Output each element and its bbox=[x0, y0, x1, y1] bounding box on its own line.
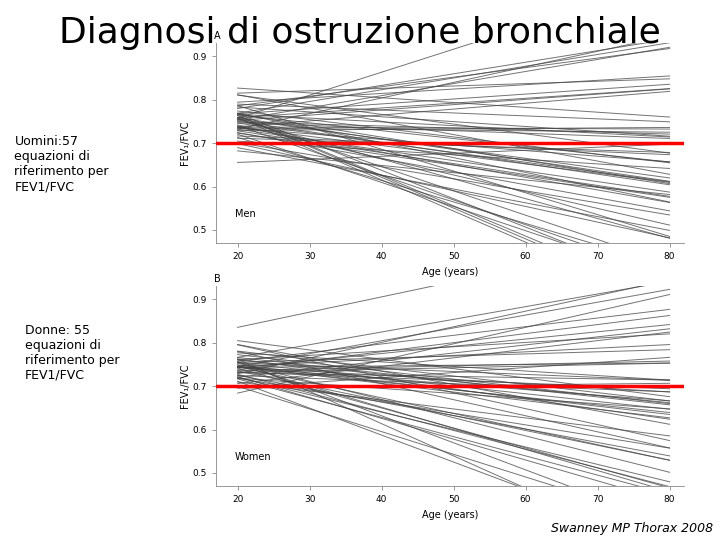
Text: Diagnosi di ostruzione bronchiale: Diagnosi di ostruzione bronchiale bbox=[59, 16, 661, 50]
Y-axis label: FEV₁/FVC: FEV₁/FVC bbox=[180, 121, 190, 165]
Text: A: A bbox=[214, 31, 220, 41]
Text: Men: Men bbox=[235, 209, 256, 219]
Text: B: B bbox=[214, 274, 220, 284]
Y-axis label: FEV₁/FVC: FEV₁/FVC bbox=[180, 364, 190, 408]
X-axis label: Age (years): Age (years) bbox=[422, 267, 478, 276]
Text: Uomini:57
equazioni di
riferimento per
FEV1/FVC: Uomini:57 equazioni di riferimento per F… bbox=[14, 135, 109, 193]
X-axis label: Age (years): Age (years) bbox=[422, 510, 478, 519]
Text: Donne: 55
equazioni di
riferimento per
FEV1/FVC: Donne: 55 equazioni di riferimento per F… bbox=[25, 324, 120, 382]
Text: Women: Women bbox=[235, 452, 271, 462]
Text: Swanney MP Thorax 2008: Swanney MP Thorax 2008 bbox=[551, 522, 713, 535]
